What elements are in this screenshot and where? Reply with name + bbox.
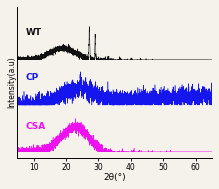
- X-axis label: 2θ(°): 2θ(°): [103, 173, 126, 182]
- Text: WT: WT: [25, 28, 42, 37]
- Text: CP: CP: [25, 73, 39, 82]
- Text: CSA: CSA: [25, 122, 46, 131]
- Y-axis label: Intensity(a.u): Intensity(a.u): [7, 57, 16, 108]
